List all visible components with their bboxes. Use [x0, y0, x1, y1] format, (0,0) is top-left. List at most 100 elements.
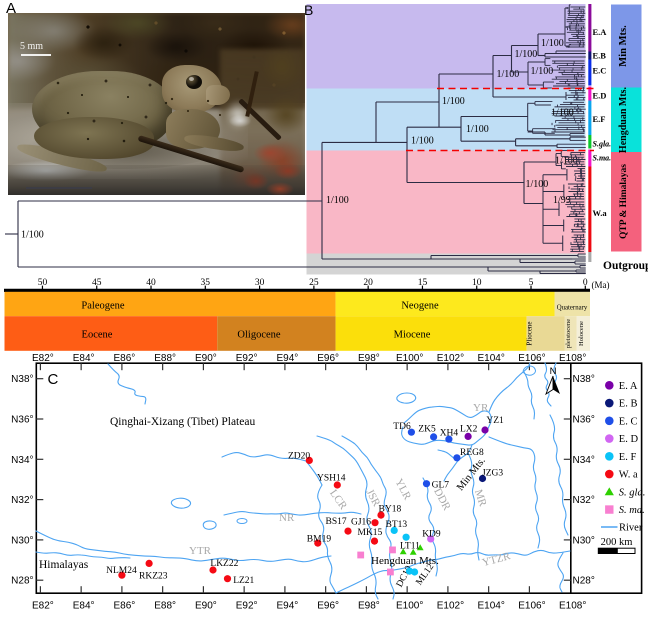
svg-text:E92°: E92°: [236, 353, 258, 364]
svg-text:E102°: E102°: [437, 353, 464, 364]
svg-text:N38°: N38°: [573, 374, 595, 385]
svg-text:N36°: N36°: [573, 415, 595, 426]
svg-text:15: 15: [418, 278, 428, 288]
svg-text:Himalayas: Himalayas: [39, 559, 89, 571]
svg-text:1/100: 1/100: [466, 124, 489, 135]
svg-text:TD6: TD6: [393, 422, 411, 432]
svg-text:W.a: W.a: [593, 208, 608, 218]
svg-text:W. a: W. a: [619, 470, 638, 481]
svg-text:Oligocene: Oligocene: [237, 330, 280, 341]
svg-text:E84°: E84°: [73, 353, 95, 364]
svg-text:MR: MR: [472, 488, 489, 509]
svg-text:N34°: N34°: [11, 455, 33, 466]
svg-text:C: C: [48, 371, 59, 388]
svg-text:1/100: 1/100: [551, 108, 574, 119]
svg-text:YSH14: YSH14: [317, 474, 346, 484]
svg-text:N28°: N28°: [11, 576, 33, 587]
svg-text:5: 5: [529, 278, 534, 288]
svg-text:N30°: N30°: [573, 535, 595, 546]
svg-text:MK15: MK15: [358, 528, 383, 538]
svg-text:Miocene: Miocene: [394, 330, 431, 341]
svg-text:QTP & Himalayas: QTP & Himalayas: [619, 164, 629, 239]
svg-text:E100°: E100°: [396, 353, 423, 364]
svg-text:30: 30: [255, 278, 265, 288]
svg-text:1/100: 1/100: [326, 195, 349, 206]
svg-text:20: 20: [363, 278, 373, 288]
svg-text:Min Mts.: Min Mts.: [618, 25, 629, 67]
svg-text:E. C: E. C: [619, 416, 638, 427]
svg-text:E88°: E88°: [154, 353, 176, 364]
svg-text:ZK5: ZK5: [418, 425, 436, 435]
svg-text:1/100: 1/100: [555, 156, 578, 167]
svg-text:Holocene: Holocene: [578, 321, 585, 346]
svg-text:E98°: E98°: [358, 601, 380, 612]
svg-text:N28°: N28°: [573, 576, 595, 587]
svg-text:E88°: E88°: [154, 601, 176, 612]
svg-text:200 km: 200 km: [601, 537, 633, 548]
svg-text:N38°: N38°: [11, 374, 33, 385]
svg-text:S.ma.: S.ma.: [593, 154, 612, 163]
svg-text:E. A: E. A: [619, 381, 638, 392]
svg-text:E108°: E108°: [559, 353, 586, 364]
svg-text:LX2: LX2: [460, 425, 478, 435]
svg-text:N32°: N32°: [11, 495, 33, 506]
svg-text:E94°: E94°: [277, 353, 299, 364]
svg-text:1/100: 1/100: [526, 179, 549, 190]
svg-text:ZD20: ZD20: [288, 451, 310, 461]
svg-text:NR: NR: [279, 512, 295, 524]
svg-text:E94°: E94°: [277, 601, 299, 612]
svg-text:S.gla.: S.gla.: [593, 140, 612, 149]
svg-text:N30°: N30°: [11, 535, 33, 546]
svg-text:Outgroup: Outgroup: [603, 260, 648, 272]
svg-text:RKZ23: RKZ23: [139, 572, 168, 582]
svg-text:E102°: E102°: [437, 601, 464, 612]
svg-text:E86°: E86°: [114, 601, 136, 612]
svg-text:JZG3: JZG3: [482, 469, 503, 479]
svg-text:Eocene: Eocene: [82, 330, 113, 341]
svg-text:25: 25: [309, 278, 319, 288]
svg-text:E82°: E82°: [32, 601, 54, 612]
svg-text:(Ma): (Ma): [592, 280, 610, 290]
svg-text:REG8: REG8: [460, 448, 484, 458]
svg-text:35: 35: [201, 278, 211, 288]
svg-text:E. F: E. F: [619, 452, 637, 463]
svg-text:YZ1: YZ1: [486, 416, 504, 426]
svg-text:E.C: E.C: [593, 66, 607, 76]
svg-text:1/100: 1/100: [21, 230, 44, 241]
svg-text:45: 45: [92, 278, 102, 288]
svg-text:XH4: XH4: [440, 429, 459, 439]
svg-text:BY18: BY18: [379, 505, 402, 515]
svg-text:1/100: 1/100: [515, 49, 538, 60]
svg-text:N32°: N32°: [573, 495, 595, 506]
svg-text:1/100: 1/100: [442, 96, 465, 107]
svg-text:BT13: BT13: [386, 520, 408, 530]
svg-text:E108°: E108°: [559, 601, 586, 612]
svg-text:E100°: E100°: [396, 601, 423, 612]
svg-text:1/100: 1/100: [531, 66, 554, 77]
svg-text:50: 50: [38, 278, 48, 288]
svg-text:E106°: E106°: [518, 601, 545, 612]
svg-text:N36°: N36°: [11, 415, 33, 426]
svg-text:1/99: 1/99: [553, 195, 571, 206]
svg-text:E106°: E106°: [518, 353, 545, 364]
svg-text:E86°: E86°: [114, 353, 136, 364]
svg-text:0: 0: [583, 278, 588, 288]
svg-text:River: River: [619, 523, 643, 534]
svg-text:E96°: E96°: [317, 353, 339, 364]
svg-text:Neogene: Neogene: [401, 301, 439, 312]
svg-text:E84°: E84°: [73, 601, 95, 612]
svg-text:E90°: E90°: [195, 601, 217, 612]
svg-text:40: 40: [146, 278, 156, 288]
svg-text:S. ma.: S. ma.: [619, 505, 645, 516]
svg-text:GL7: GL7: [432, 481, 450, 491]
svg-text:E. D: E. D: [619, 434, 639, 445]
svg-text:Paleogene: Paleogene: [81, 301, 124, 312]
svg-text:YTR: YTR: [189, 545, 212, 557]
svg-text:LKZ22: LKZ22: [210, 559, 238, 569]
svg-text:1/100: 1/100: [411, 136, 434, 147]
svg-text:NLM24: NLM24: [106, 566, 137, 576]
svg-text:E90°: E90°: [195, 353, 217, 364]
svg-text:10: 10: [472, 278, 482, 288]
svg-text:E. B: E. B: [619, 399, 638, 410]
svg-text:B: B: [304, 2, 313, 18]
